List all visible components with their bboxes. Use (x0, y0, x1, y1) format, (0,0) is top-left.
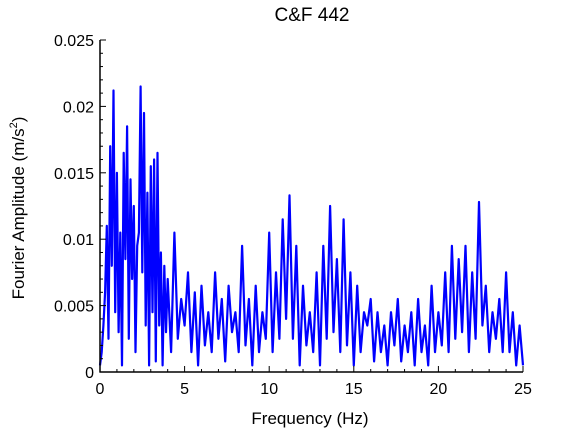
y-tick-label: 0 (85, 365, 94, 382)
y-tick-label: 0.025 (54, 33, 94, 50)
x-tick-label: 0 (96, 381, 105, 398)
y-tick-label: 0.015 (54, 166, 94, 183)
x-tick-label: 15 (345, 381, 363, 398)
series-line-0 (98, 85, 525, 367)
y-axis-label-superscript: 2 (8, 122, 20, 128)
y-tick-label: 0.005 (54, 299, 94, 316)
x-tick-label: 5 (180, 381, 189, 398)
y-axis-label-close: ) (9, 117, 28, 123)
x-axis-label: Frequency (Hz) (251, 409, 368, 428)
y-axis-label: Fourier Amplitude (m/s2) (8, 117, 28, 300)
y-axis-ticks: 0 0.005 0.01 0.015 0.02 0.025 (54, 33, 106, 382)
x-tick-label: 25 (514, 381, 532, 398)
x-tick-label: 10 (260, 381, 278, 398)
y-tick-label: 0.01 (63, 232, 94, 249)
x-tick-label: 20 (430, 381, 448, 398)
series-group (98, 85, 525, 367)
y-axis-label-main: Fourier Amplitude (m/s (9, 128, 28, 299)
chart-title: C&F 442 (275, 5, 350, 26)
x-axis-ticks: 0 5 10 15 20 25 (96, 366, 532, 398)
y-tick-label: 0.02 (63, 99, 94, 116)
axes-group (99, 40, 523, 373)
